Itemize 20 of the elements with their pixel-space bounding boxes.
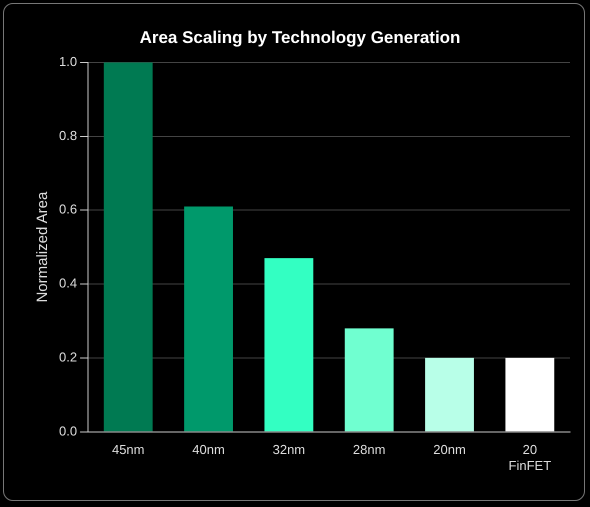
y-tick-label: 0.8 — [58, 128, 78, 143]
bar — [425, 358, 474, 432]
bar — [264, 258, 314, 432]
x-tick-label: 45nm — [112, 442, 144, 458]
y-tick-label: 0.6 — [58, 202, 78, 217]
bar — [104, 62, 153, 432]
x-tick-label: 20 FinFET — [508, 442, 552, 473]
y-tick-label: 0.0 — [58, 423, 78, 438]
x-tick-label: 40nm — [192, 442, 225, 458]
chart-title: Area Scaling by Technology Generation — [140, 28, 460, 47]
x-tick-label: 28nm — [352, 442, 386, 458]
y-tick-label: 0.2 — [58, 350, 78, 364]
x-tick-label: 32nm — [272, 442, 306, 458]
bar — [344, 328, 394, 432]
y-tick-label: 0.4 — [58, 276, 78, 291]
y-tick-label: 1.0 — [58, 54, 78, 69]
bar — [505, 358, 554, 432]
x-tick-label: 20nm — [433, 442, 466, 458]
y-axis-title: Normalized Area — [34, 191, 52, 303]
bar — [184, 206, 233, 432]
